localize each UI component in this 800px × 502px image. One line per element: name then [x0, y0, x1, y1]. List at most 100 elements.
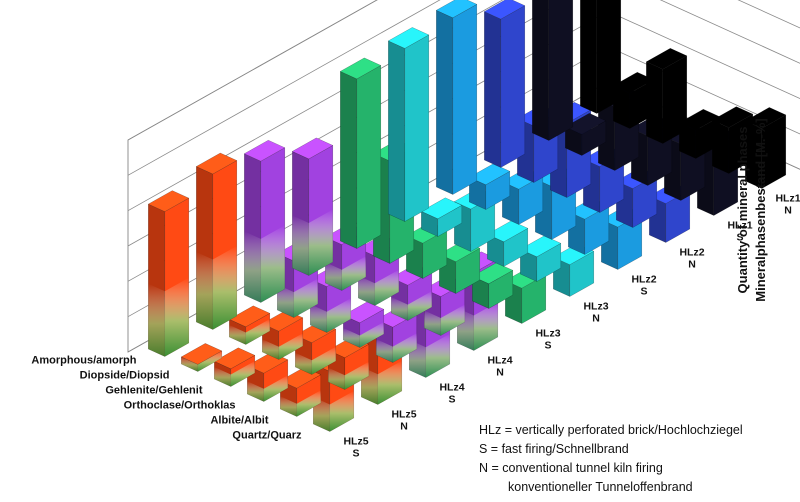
bar-HLz3-N-0	[387, 27, 430, 222]
bar-top-face	[435, 0, 478, 19]
bar-top-face	[471, 262, 514, 285]
bar-top-face	[147, 190, 190, 212]
bar-HLz5-S-0	[147, 190, 190, 357]
bar-HLz2-S-0	[435, 0, 478, 195]
bar-base-fade	[358, 275, 375, 306]
bar-top-face	[180, 343, 223, 365]
bar-base-fade	[244, 231, 261, 303]
gridline	[127, 0, 378, 141]
category-label: Diopside/Diopsid	[80, 370, 170, 382]
bar-top-face	[519, 235, 562, 258]
series-label-line: N	[784, 205, 792, 217]
bar-base-fade	[247, 381, 264, 402]
bar-left-face	[388, 40, 406, 222]
bar-HLz3-S-0	[339, 57, 382, 249]
series-label: HLz5 N	[391, 409, 416, 433]
bar-base-fade	[280, 396, 297, 417]
z-axis-title-line: Mineralphasenbestand [M.-%]	[753, 118, 768, 301]
bar-base-fade	[343, 328, 360, 348]
bar-base-fade	[262, 339, 279, 360]
legend: HLz = vertically perforated brick/Hochlo…	[479, 421, 743, 497]
bar-top-face	[564, 113, 607, 135]
bar-top-face	[678, 108, 721, 131]
bar-front-face	[548, 0, 574, 141]
bar-left-face	[580, 0, 598, 114]
bar-base-fade	[425, 333, 450, 378]
bar-base-fade	[440, 304, 465, 336]
bar-top-face	[486, 220, 529, 243]
bar-base-fade	[148, 283, 165, 357]
bar-top-face	[645, 48, 688, 70]
series-label: HLz2 N	[679, 247, 704, 271]
bar-HLz1-S-0	[532, 0, 574, 141]
bar-base-fade	[311, 346, 336, 375]
bar-top-face	[387, 27, 430, 49]
bar-base-fade	[325, 262, 342, 291]
bar-base-fade	[214, 367, 231, 387]
bar-top-face	[744, 107, 787, 129]
series-label-line: S	[352, 448, 359, 460]
bar-base-fade	[329, 391, 354, 432]
bar-base-fade	[277, 284, 294, 318]
bar-top-face	[483, 0, 526, 20]
bar-base-fade	[292, 215, 309, 276]
bar-top-face	[420, 197, 463, 220]
bar-HLz5-N-0	[195, 152, 238, 330]
bar-HLz1-N-1	[612, 71, 655, 129]
bar-HLz2-S-1	[468, 163, 511, 210]
bar-base-fade	[229, 325, 246, 345]
bar-front-face	[500, 5, 526, 168]
bar-base-fade	[181, 356, 198, 372]
bar-left-face	[340, 71, 358, 249]
bar-base-fade	[260, 225, 285, 303]
legend-line-2: S = fast firing/Schnellbrand	[479, 442, 629, 456]
series-label-line: N	[688, 259, 696, 271]
bar-base-fade	[212, 246, 237, 330]
bar-base-fade	[295, 352, 312, 375]
bar-top-face	[291, 137, 334, 160]
series-label: HLz4 N	[487, 355, 512, 379]
bar-top-face	[195, 152, 238, 175]
bar-HLz1-N-0	[580, 0, 622, 114]
series-label-line: S	[448, 394, 455, 406]
legend-line-3: N = conventional tunnel kiln firing	[479, 461, 663, 475]
category-label: Orthoclase/Orthoklas	[124, 400, 236, 412]
series-label: HLz3 S	[535, 328, 560, 352]
bar-base-fade	[407, 291, 432, 321]
series-label-line: N	[496, 367, 504, 379]
bar-HLz5-S-1	[180, 343, 223, 372]
bar-front-face	[662, 55, 688, 144]
bar-HLz5-N-2	[261, 309, 304, 360]
bar-top-face	[711, 106, 754, 128]
category-label: Albite/Albit	[210, 415, 268, 427]
series-label-line: N	[592, 313, 600, 325]
series-label-line: S	[544, 340, 551, 352]
legend-line-4: konventioneller Tunneloffenbrand	[508, 480, 693, 494]
bar-front-face	[596, 0, 622, 114]
bar-top-face	[228, 305, 271, 328]
bar-top-face	[339, 57, 382, 80]
bar-base-fade	[424, 310, 441, 336]
bar-base-fade	[164, 277, 189, 357]
bar-base-fade	[197, 350, 222, 372]
bar-front-face	[404, 34, 430, 222]
series-label: HLz4 S	[439, 382, 464, 406]
category-label: Gehlenite/Gehlenit	[105, 385, 203, 397]
series-label-line: HLz4	[487, 355, 512, 367]
bar-top-face	[468, 163, 511, 186]
z-axis-title-line: Quantity of mineral phases	[735, 127, 750, 294]
series-label-line: HLz1	[775, 193, 800, 205]
series-label: HLz1 N	[775, 193, 800, 217]
bar-front-face	[452, 3, 478, 195]
bar-base-fade	[391, 297, 408, 321]
series-label-line: HLz3	[535, 328, 560, 340]
series-label-line: HLz3	[583, 301, 608, 313]
bar-base-fade	[263, 375, 288, 402]
bar-HLz3-S-4	[471, 262, 514, 309]
bar-base-fade	[196, 252, 213, 330]
bar-HLz4-S-0	[243, 139, 286, 303]
bar-HLz5-S-2	[213, 347, 256, 387]
bar-HLz3-N-1	[420, 197, 463, 237]
series-label-line: HLz1	[727, 220, 752, 232]
series-label-line: HLz2	[679, 247, 704, 259]
